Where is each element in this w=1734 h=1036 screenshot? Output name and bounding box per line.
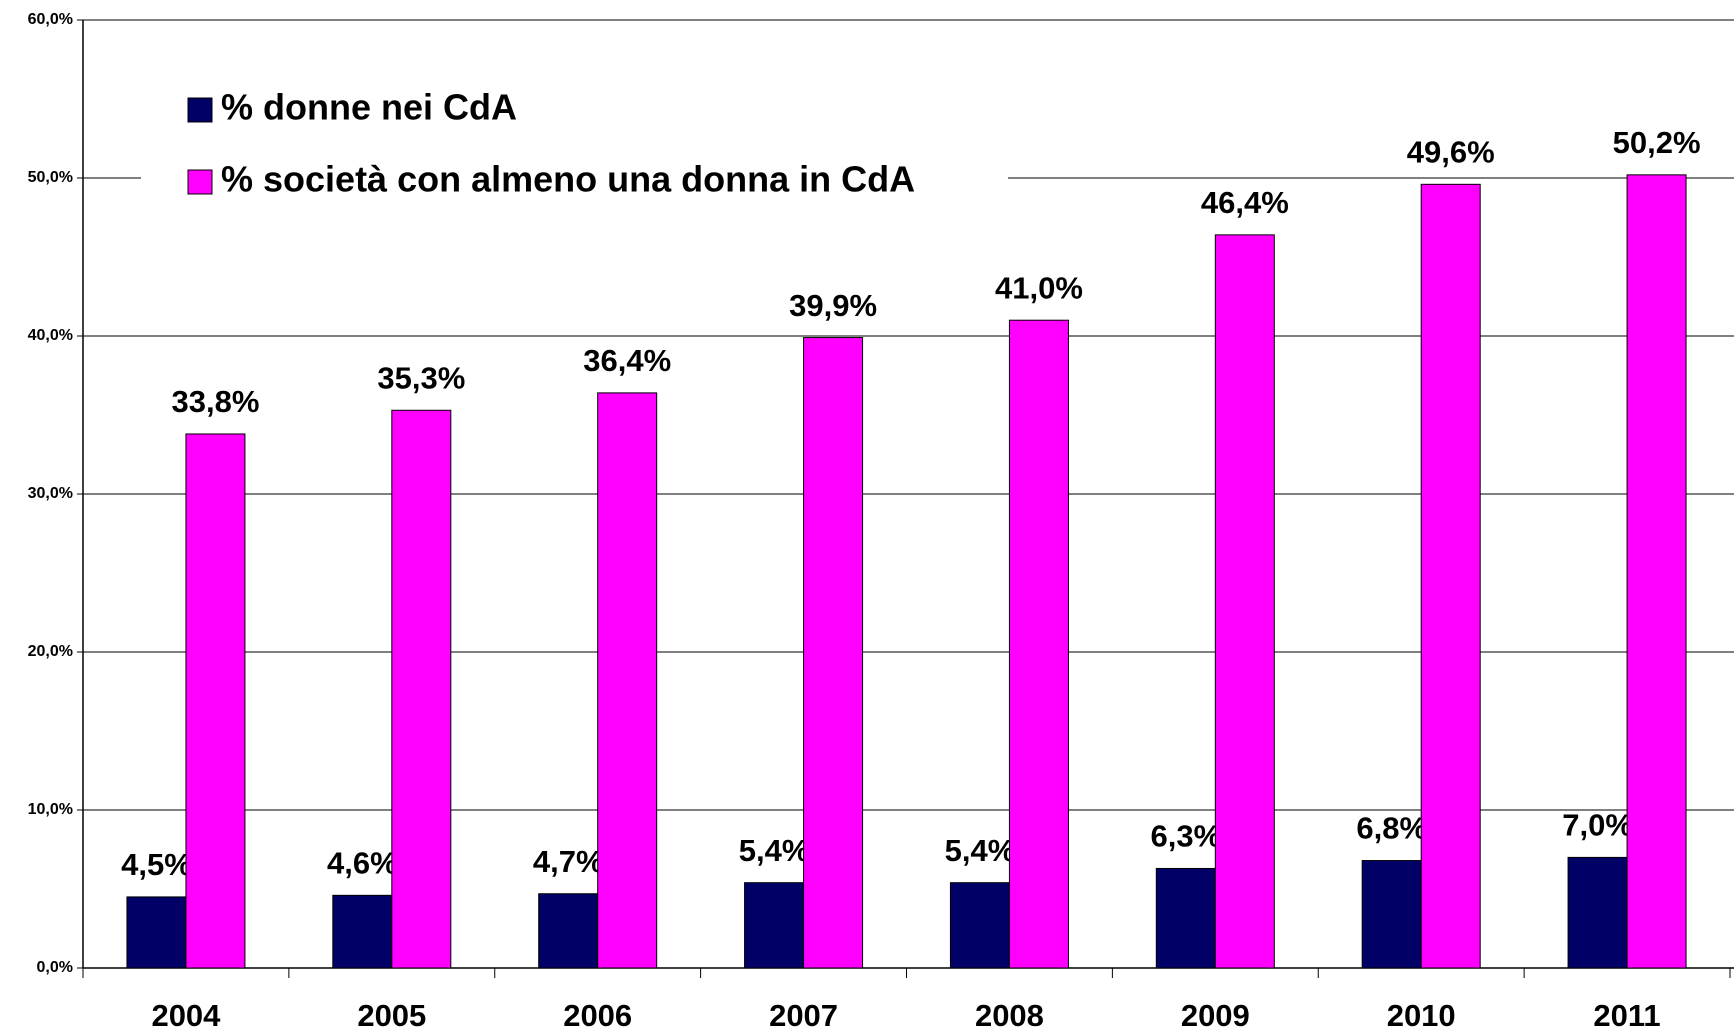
- bar: [1567, 856, 1628, 969]
- data-label: 6,3%: [1150, 819, 1221, 854]
- data-label: 33,8%: [171, 384, 259, 419]
- bar: [1626, 174, 1687, 969]
- data-label: 50,2%: [1613, 125, 1701, 160]
- data-label: 7,0%: [1562, 808, 1633, 843]
- x-tick-label: 2006: [563, 998, 632, 1033]
- y-tick-label: 40,0%: [28, 327, 73, 344]
- legend-swatch: [187, 97, 213, 123]
- data-label: 39,9%: [789, 288, 877, 323]
- data-label: 49,6%: [1407, 135, 1495, 170]
- bar: [185, 433, 246, 969]
- bar: [803, 337, 864, 969]
- x-tick-label: 2009: [1181, 998, 1250, 1033]
- y-tick-label: 50,0%: [28, 169, 73, 186]
- data-label: 36,4%: [583, 343, 671, 378]
- y-tick-label: 20,0%: [28, 643, 73, 660]
- legend-box: [141, 77, 1008, 221]
- y-tick-label: 60,0%: [28, 11, 73, 28]
- bar: [391, 409, 452, 969]
- bar: [126, 896, 187, 969]
- bar: [744, 882, 805, 969]
- bar: [1008, 319, 1069, 969]
- bar: [949, 882, 1010, 969]
- bar: [538, 893, 599, 969]
- y-tick-label: 0,0%: [37, 959, 73, 976]
- data-label: 5,4%: [739, 833, 810, 868]
- legend-swatch: [187, 169, 213, 195]
- x-tick-label: 2007: [769, 998, 838, 1033]
- data-label: 4,5%: [121, 847, 192, 882]
- data-label: 35,3%: [377, 360, 465, 395]
- x-tick-label: 2011: [1593, 998, 1660, 1033]
- y-tick-label: 30,0%: [28, 485, 73, 502]
- x-tick-label: 2004: [151, 998, 221, 1033]
- data-label: 6,8%: [1356, 811, 1427, 846]
- data-label: 41,0%: [995, 270, 1083, 305]
- bar: [1361, 860, 1422, 969]
- x-tick-label: 2008: [975, 998, 1044, 1033]
- data-label: 4,6%: [327, 846, 398, 881]
- data-label: 4,7%: [533, 844, 604, 879]
- bar: [332, 894, 393, 969]
- bar: [1214, 234, 1275, 969]
- bar: [597, 392, 658, 969]
- y-tick-label: 10,0%: [28, 801, 73, 818]
- bar: [1420, 183, 1481, 969]
- legend-label: % donne nei CdA: [221, 87, 517, 128]
- data-label: 5,4%: [945, 833, 1016, 868]
- x-tick-label: 2010: [1387, 998, 1456, 1033]
- legend-label: % società con almeno una donna in CdA: [221, 159, 915, 200]
- bar: [1155, 867, 1216, 969]
- x-tick-label: 2005: [357, 998, 426, 1033]
- data-label: 46,4%: [1201, 185, 1289, 220]
